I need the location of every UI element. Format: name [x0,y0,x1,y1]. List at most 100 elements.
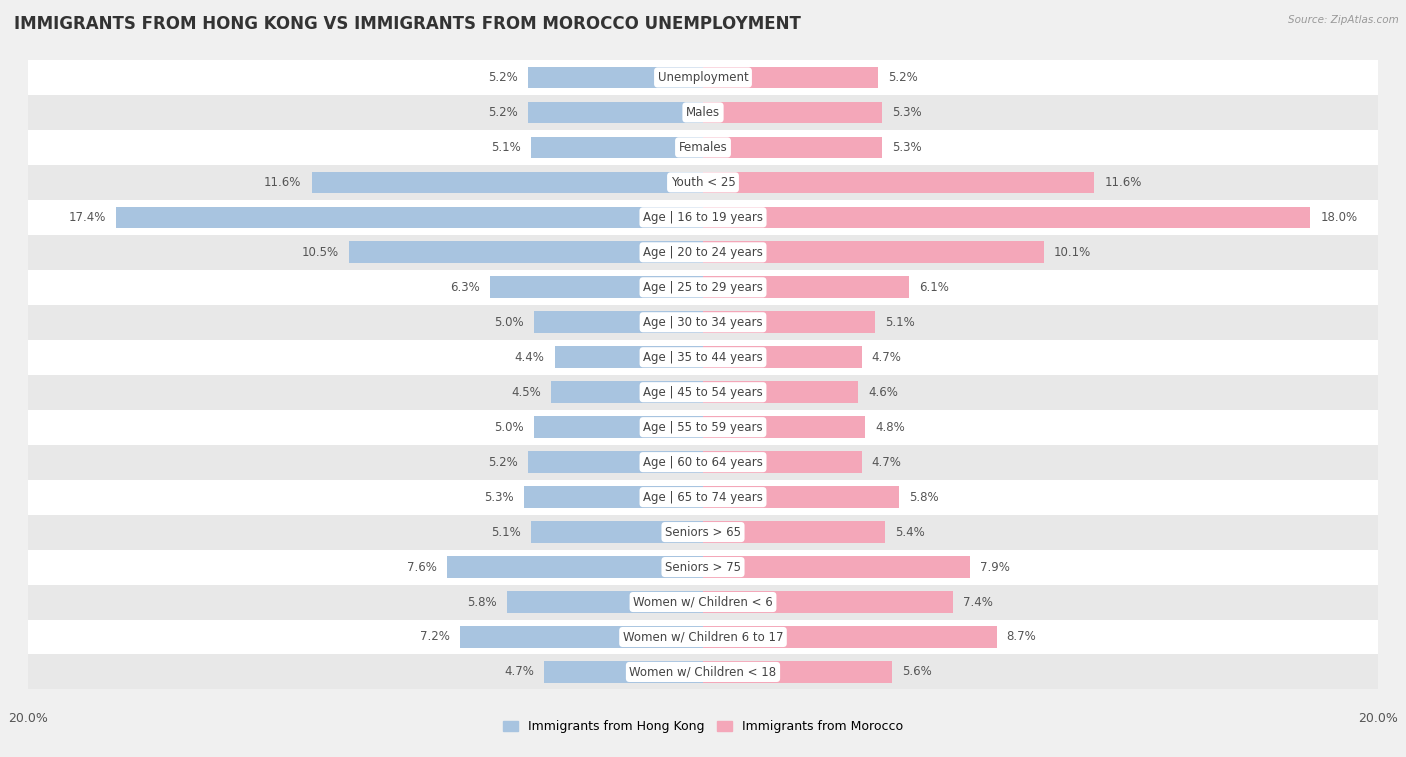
Text: Women w/ Children < 18: Women w/ Children < 18 [630,665,776,678]
Text: Unemployment: Unemployment [658,71,748,84]
Text: Women w/ Children 6 to 17: Women w/ Children 6 to 17 [623,631,783,643]
Text: 10.5%: 10.5% [301,246,339,259]
Text: Males: Males [686,106,720,119]
Text: Age | 55 to 59 years: Age | 55 to 59 years [643,421,763,434]
Bar [534,416,703,438]
Bar [703,241,1043,263]
Bar [28,235,1378,269]
Bar [28,655,1378,690]
Text: 5.3%: 5.3% [891,141,921,154]
Bar [703,626,997,648]
Bar [28,130,1378,165]
Bar [28,444,1378,480]
Bar [527,67,703,89]
Bar [28,340,1378,375]
Bar [28,410,1378,444]
Text: 8.7%: 8.7% [1007,631,1036,643]
Bar [534,311,703,333]
Text: 5.8%: 5.8% [908,491,938,503]
Text: 6.3%: 6.3% [450,281,481,294]
Bar [28,375,1378,410]
Text: 10.1%: 10.1% [1054,246,1091,259]
Bar [703,276,908,298]
Bar [703,591,953,613]
Bar [28,60,1378,95]
Text: 5.0%: 5.0% [495,421,524,434]
Text: Women w/ Children < 6: Women w/ Children < 6 [633,596,773,609]
Bar [28,515,1378,550]
Text: 4.8%: 4.8% [875,421,905,434]
Text: Age | 45 to 54 years: Age | 45 to 54 years [643,386,763,399]
Bar [551,382,703,403]
Bar [447,556,703,578]
Text: Age | 65 to 74 years: Age | 65 to 74 years [643,491,763,503]
Bar [703,522,886,543]
Bar [28,619,1378,655]
Bar [28,269,1378,305]
Bar [527,451,703,473]
Bar [531,522,703,543]
Text: IMMIGRANTS FROM HONG KONG VS IMMIGRANTS FROM MOROCCO UNEMPLOYMENT: IMMIGRANTS FROM HONG KONG VS IMMIGRANTS … [14,15,801,33]
Bar [312,172,703,193]
Text: Age | 16 to 19 years: Age | 16 to 19 years [643,211,763,224]
Text: 5.2%: 5.2% [488,71,517,84]
Text: 5.6%: 5.6% [903,665,932,678]
Text: 5.2%: 5.2% [488,456,517,469]
Text: 5.3%: 5.3% [485,491,515,503]
Text: 4.5%: 4.5% [512,386,541,399]
Bar [28,95,1378,130]
Legend: Immigrants from Hong Kong, Immigrants from Morocco: Immigrants from Hong Kong, Immigrants fr… [498,715,908,738]
Bar [491,276,703,298]
Text: 7.2%: 7.2% [420,631,450,643]
Text: 11.6%: 11.6% [1105,176,1142,189]
Text: 5.4%: 5.4% [896,525,925,538]
Text: Age | 60 to 64 years: Age | 60 to 64 years [643,456,763,469]
Text: 4.4%: 4.4% [515,350,544,363]
Bar [703,67,879,89]
Bar [460,626,703,648]
Bar [554,347,703,368]
Bar [28,584,1378,619]
Bar [524,486,703,508]
Bar [703,382,858,403]
Text: 4.7%: 4.7% [872,350,901,363]
Bar [703,451,862,473]
Text: 5.1%: 5.1% [491,525,520,538]
Text: 5.2%: 5.2% [889,71,918,84]
Bar [527,101,703,123]
Bar [703,207,1310,228]
Text: Youth < 25: Youth < 25 [671,176,735,189]
Text: 7.4%: 7.4% [963,596,993,609]
Bar [531,136,703,158]
Text: Seniors > 65: Seniors > 65 [665,525,741,538]
Bar [28,550,1378,584]
Text: Age | 30 to 34 years: Age | 30 to 34 years [643,316,763,329]
Bar [703,136,882,158]
Text: 17.4%: 17.4% [69,211,105,224]
Text: Age | 25 to 29 years: Age | 25 to 29 years [643,281,763,294]
Text: 5.3%: 5.3% [891,106,921,119]
Bar [508,591,703,613]
Bar [703,311,875,333]
Text: 4.7%: 4.7% [872,456,901,469]
Bar [349,241,703,263]
Text: 11.6%: 11.6% [264,176,301,189]
Bar [544,661,703,683]
Text: 4.7%: 4.7% [505,665,534,678]
Bar [28,480,1378,515]
Text: 5.8%: 5.8% [468,596,498,609]
Bar [703,556,970,578]
Text: 6.1%: 6.1% [920,281,949,294]
Text: 5.0%: 5.0% [495,316,524,329]
Bar [28,200,1378,235]
Text: 18.0%: 18.0% [1320,211,1358,224]
Bar [703,172,1094,193]
Text: 5.1%: 5.1% [886,316,915,329]
Text: Age | 20 to 24 years: Age | 20 to 24 years [643,246,763,259]
Text: 7.9%: 7.9% [980,560,1010,574]
Text: Seniors > 75: Seniors > 75 [665,560,741,574]
Text: 5.1%: 5.1% [491,141,520,154]
Text: Females: Females [679,141,727,154]
Bar [28,165,1378,200]
Bar [703,347,862,368]
